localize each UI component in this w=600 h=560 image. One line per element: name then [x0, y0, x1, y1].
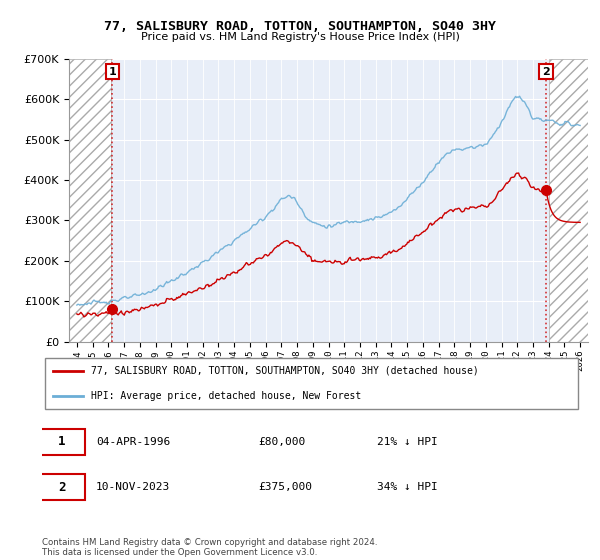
Text: 77, SALISBURY ROAD, TOTTON, SOUTHAMPTON, SO40 3HY: 77, SALISBURY ROAD, TOTTON, SOUTHAMPTON,… — [104, 20, 496, 32]
Bar — [69, 59, 110, 342]
Text: Contains HM Land Registry data © Crown copyright and database right 2024.
This d: Contains HM Land Registry data © Crown c… — [42, 538, 377, 557]
Text: Price paid vs. HM Land Registry's House Price Index (HPI): Price paid vs. HM Land Registry's House … — [140, 32, 460, 43]
Bar — [550, 59, 588, 342]
FancyBboxPatch shape — [40, 474, 85, 500]
Text: 10-NOV-2023: 10-NOV-2023 — [96, 482, 170, 492]
Text: 34% ↓ HPI: 34% ↓ HPI — [377, 482, 437, 492]
FancyBboxPatch shape — [40, 429, 85, 455]
Text: 1: 1 — [58, 435, 66, 449]
Text: 2: 2 — [542, 67, 550, 77]
Text: 04-APR-1996: 04-APR-1996 — [96, 437, 170, 447]
Text: HPI: Average price, detached house, New Forest: HPI: Average price, detached house, New … — [91, 391, 361, 402]
Text: 2: 2 — [58, 480, 66, 493]
Text: £375,000: £375,000 — [258, 482, 312, 492]
FancyBboxPatch shape — [45, 358, 578, 409]
Text: £80,000: £80,000 — [258, 437, 305, 447]
Text: 21% ↓ HPI: 21% ↓ HPI — [377, 437, 437, 447]
Text: 1: 1 — [109, 67, 116, 77]
Text: 77, SALISBURY ROAD, TOTTON, SOUTHAMPTON, SO40 3HY (detached house): 77, SALISBURY ROAD, TOTTON, SOUTHAMPTON,… — [91, 366, 478, 376]
